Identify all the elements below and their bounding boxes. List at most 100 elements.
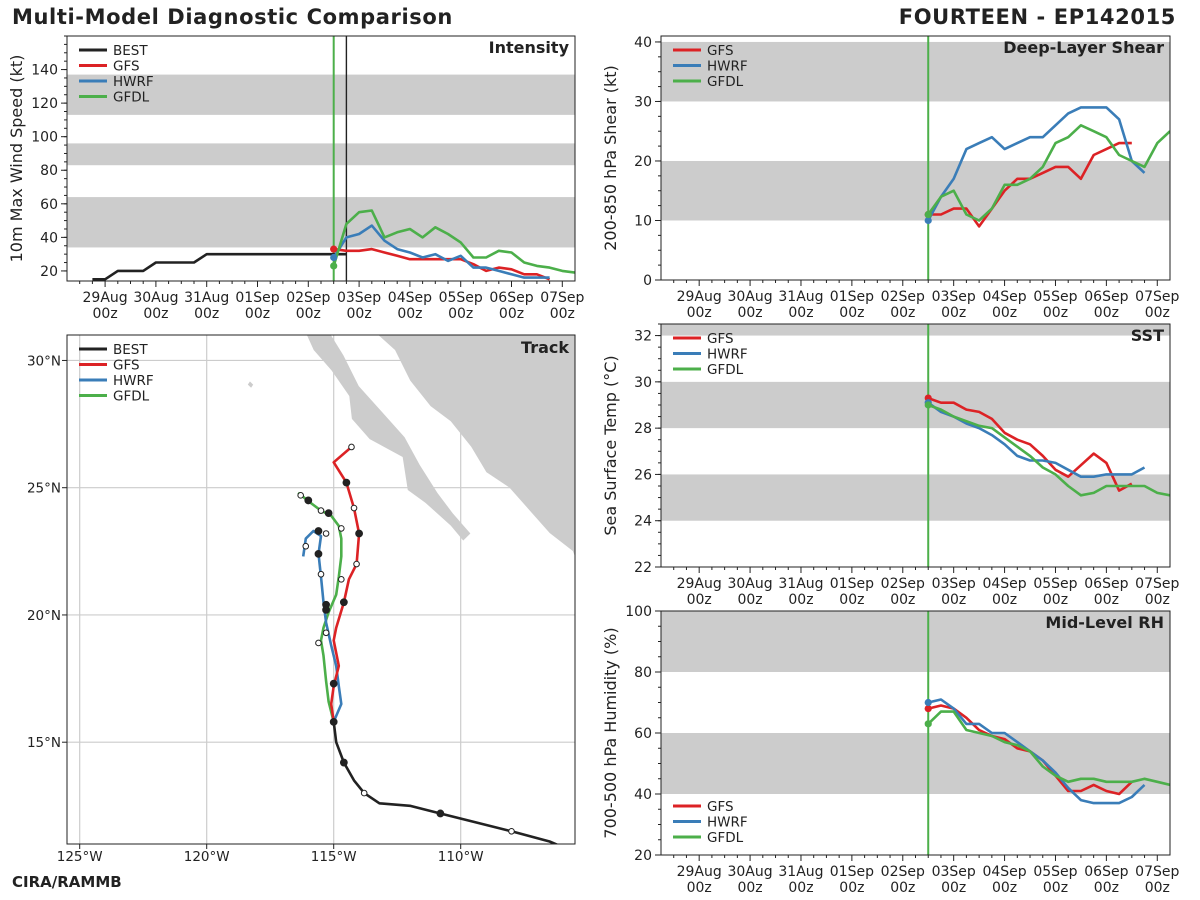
track-ytick-label: 25°N <box>27 481 61 497</box>
sst-legend-label-gfdl: GFDL <box>707 362 744 378</box>
rh-xtick-day: 02Sep <box>881 864 925 880</box>
intensity-ylabel: 10m Max Wind Speed (kt) <box>7 55 26 263</box>
rh-ytick-label: 80 <box>634 665 652 681</box>
rh-xtick-day: 05Sep <box>1033 864 1077 880</box>
sst-xtick-day: 30Aug <box>727 576 772 592</box>
rh-xtick-hour: 00z <box>1043 880 1068 896</box>
track-marker-hwrf <box>322 629 330 637</box>
track-marker-hwrf <box>317 570 325 578</box>
track-marker-gfdl <box>304 496 313 505</box>
track-ytick-label: 15°N <box>27 735 61 751</box>
rh-xtick-hour: 00z <box>1145 880 1170 896</box>
intensity-start-dot-gfs <box>330 245 338 253</box>
track-marker-hwrf <box>329 679 338 688</box>
rh-series-gfdl <box>927 710 1170 787</box>
rh-xtick-hour: 00z <box>890 880 915 896</box>
intensity-xtick-day: 07Sep <box>540 290 584 306</box>
shear-ytick-label: 20 <box>634 154 652 170</box>
intensity-series-gfs <box>333 247 551 281</box>
track-marker-hwrf <box>322 600 330 609</box>
shear-xtick-hour: 00z <box>992 305 1017 321</box>
intensity-start-dot-hwrf <box>330 253 338 262</box>
track-marker-hwrf <box>322 530 330 537</box>
sst-xtick-day: 01Sep <box>830 576 874 592</box>
rh-legend-label-gfdl: GFDL <box>707 830 744 846</box>
intensity-series-hwrf <box>332 224 550 279</box>
intensity-legend-label-gfs: GFS <box>113 59 140 75</box>
track-marker-gfs <box>339 598 348 607</box>
shear-xtick-day: 01Sep <box>830 289 874 305</box>
intensity-title: Intensity <box>489 38 570 57</box>
track-marker-gfdl <box>297 492 304 499</box>
intensity-series-gfdl <box>332 209 575 274</box>
intensity-xtick-hour: 00z <box>550 306 575 322</box>
track-marker-best <box>360 789 368 797</box>
rh-xtick-day: 30Aug <box>727 864 772 880</box>
sst-ytick-label: 24 <box>634 514 652 530</box>
sst-xtick-hour: 00z <box>788 592 813 608</box>
sst-xtick-day: 07Sep <box>1135 576 1179 592</box>
track-land-1 <box>377 335 575 559</box>
shear-xtick-hour: 00z <box>788 305 813 321</box>
rh-title: Mid-Level RH <box>1045 613 1164 632</box>
track-xtick-label: 110°W <box>438 849 484 865</box>
intensity-xtick-hour: 00z <box>93 306 118 322</box>
intensity-ytick-label: 80 <box>40 163 58 179</box>
intensity-ytick-label: 120 <box>31 96 58 112</box>
sst-xtick-day: 06Sep <box>1084 576 1128 592</box>
sst-xtick-day: 02Sep <box>881 576 925 592</box>
sst-xtick-day: 04Sep <box>982 576 1026 592</box>
intensity-xtick-hour: 00z <box>143 306 168 322</box>
shear-ytick-label: 40 <box>634 35 652 51</box>
page-title: Multi-Model Diagnostic Comparison <box>12 5 453 29</box>
sst-ytick-label: 32 <box>634 329 652 345</box>
rh-ytick-label: 100 <box>625 604 652 620</box>
credit-label: CIRA/RAMMB <box>12 873 122 891</box>
intensity-xtick-day: 03Sep <box>337 290 381 306</box>
shear-series-hwrf <box>927 106 1146 222</box>
rh-plot-area <box>661 611 1170 855</box>
shear-xtick-hour: 00z <box>839 305 864 321</box>
sst-xtick-day: 05Sep <box>1033 576 1077 592</box>
rh-ytick-label: 60 <box>634 726 652 742</box>
track-legend-label-hwrf: HWRF <box>113 373 154 389</box>
shear-xtick-day: 06Sep <box>1084 289 1128 305</box>
track-frame <box>66 334 576 845</box>
track-legend-label-gfs: GFS <box>113 358 140 374</box>
intensity-ytick-label: 100 <box>31 130 58 146</box>
track-xtick-label: 125°W <box>57 849 103 865</box>
sst-ytick-label: 26 <box>634 467 652 483</box>
intensity-start-dot-gfdl <box>330 262 338 270</box>
sst-xtick-hour: 00z <box>687 592 712 608</box>
intensity-legend-label-hwrf: HWRF <box>113 74 154 90</box>
track-legend-label-gfdl: GFDL <box>113 389 150 405</box>
rh-xtick-day: 07Sep <box>1135 864 1179 880</box>
intensity-xtick-day: 02Sep <box>286 290 330 306</box>
shear-ytick-label: 0 <box>643 273 652 289</box>
intensity-xtick-hour: 00z <box>347 306 372 322</box>
sst-series-gfdl <box>927 403 1170 497</box>
track-marker-gfs <box>342 478 351 487</box>
sst-xtick-hour: 00z <box>737 592 762 608</box>
rh-xtick-hour: 00z <box>839 880 864 896</box>
track-title: Track <box>521 338 569 357</box>
sst-band-1 <box>661 381 1170 429</box>
shear-band-1 <box>661 41 1170 102</box>
storm-id: FOURTEEN - EP142015 <box>898 5 1176 29</box>
intensity-band-2 <box>67 74 575 115</box>
rh-xtick-hour: 00z <box>737 880 762 896</box>
rh-xtick-day: 31Aug <box>778 864 823 880</box>
shear-xtick-hour: 00z <box>890 305 915 321</box>
shear-xtick-day: 30Aug <box>727 289 772 305</box>
rh-start-dot-gfdl <box>924 720 932 728</box>
shear-xtick-hour: 00z <box>687 305 712 321</box>
sst-xtick-day: 29Aug <box>677 576 722 592</box>
rh-xtick-hour: 00z <box>687 880 712 896</box>
intensity-xtick-hour: 00z <box>397 306 422 322</box>
track-marker-best <box>436 809 445 818</box>
intensity-ytick-label: 20 <box>40 264 58 280</box>
intensity-xtick-hour: 00z <box>448 306 473 322</box>
intensity-xtick-day: 04Sep <box>388 290 432 306</box>
shear-xtick-day: 31Aug <box>778 289 823 305</box>
